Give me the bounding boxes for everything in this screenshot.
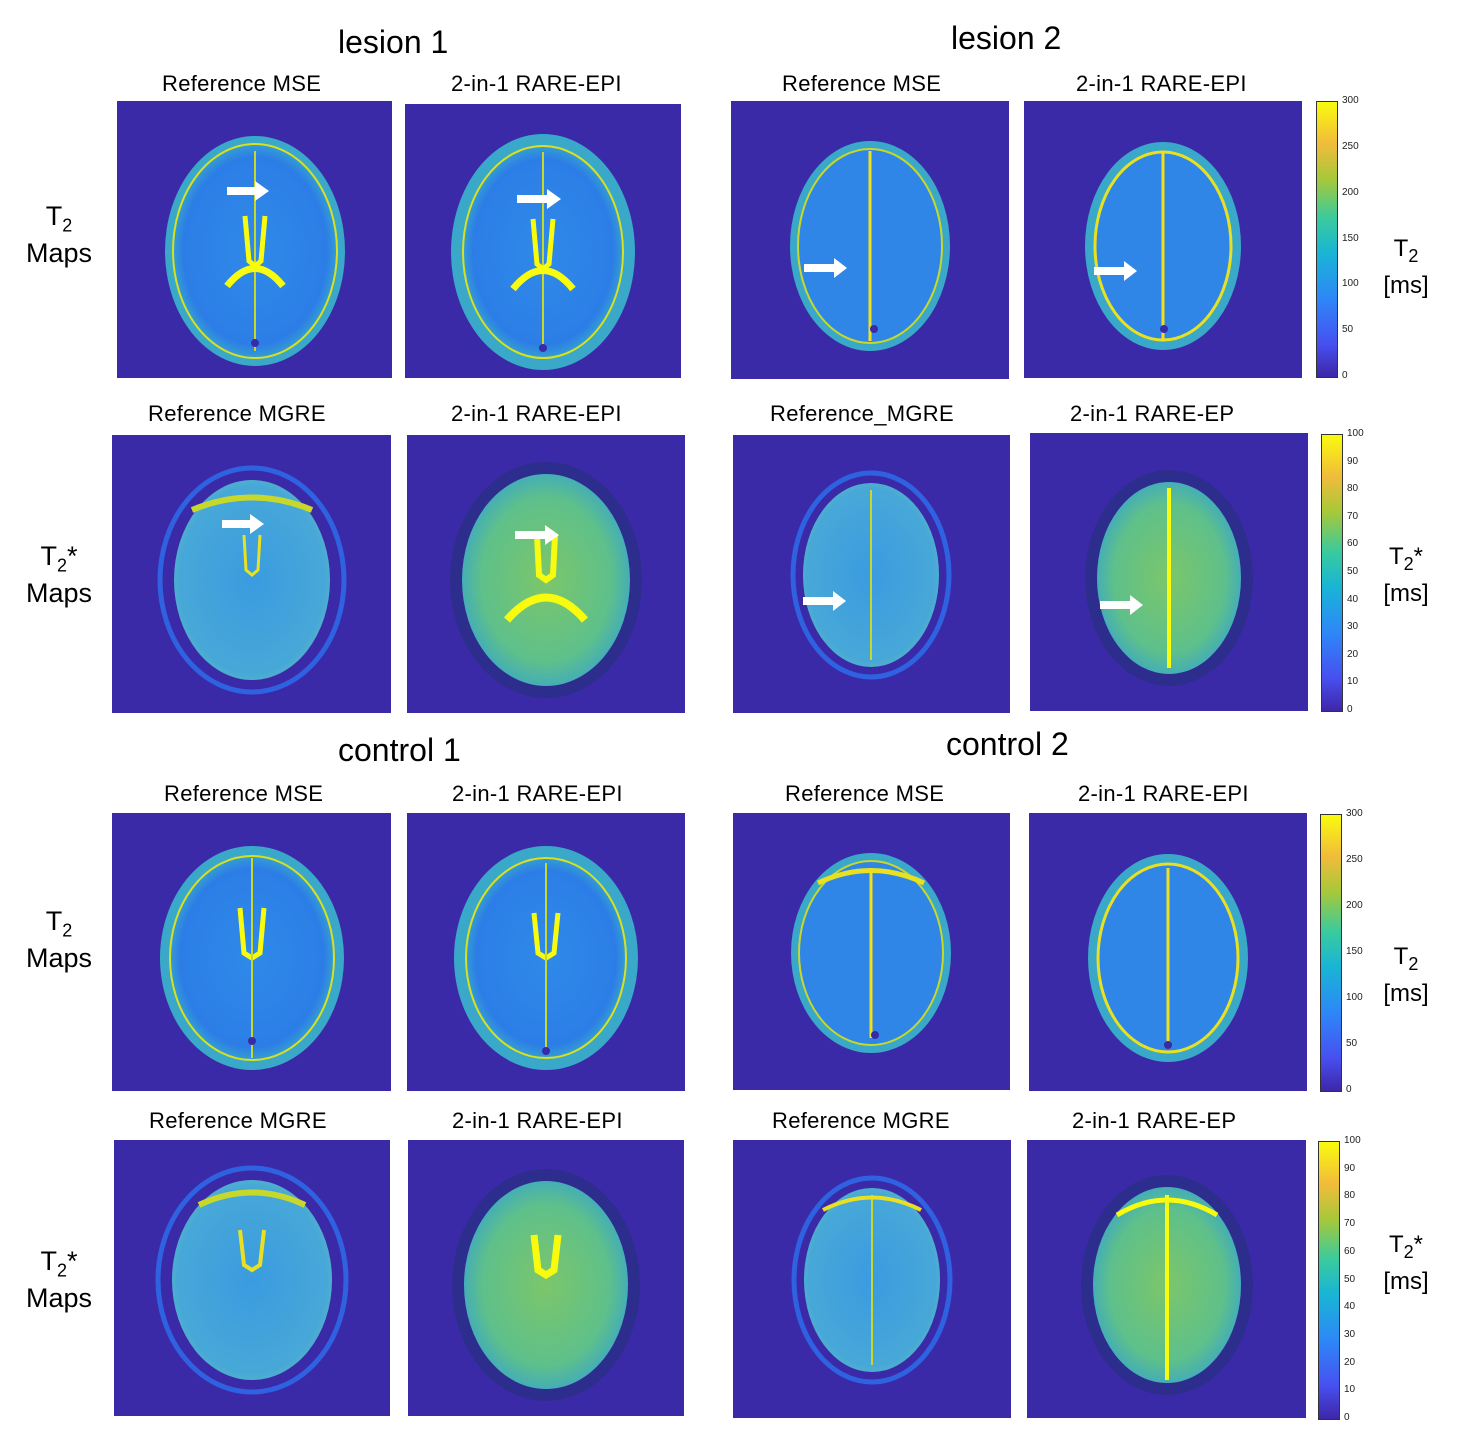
- mri-panel-l2-t2s-ref: [733, 435, 1010, 713]
- col-title-l1-t2-ref: Reference MSE: [162, 71, 322, 96]
- col-title-c1-t2s-rare: 2-in-1 RARE-EPI: [452, 1108, 623, 1133]
- colorbar-t2s-control-unit: T2* [ms]: [1383, 1231, 1429, 1295]
- mri-panel-c2-t2s-ref: [733, 1140, 1011, 1418]
- colorbar-t2-control-unit: T2 [ms]: [1383, 943, 1429, 1007]
- row-label-t2-lesion: T2 Maps: [25, 201, 93, 268]
- mri-panel-l2-t2s-rare: [1030, 433, 1308, 711]
- col-title-c1-t2s-ref: Reference MGRE: [149, 1108, 327, 1133]
- mri-panel-l2-t2-rare: [1024, 101, 1302, 378]
- colorbar-tick-label: 100: [1346, 992, 1363, 1003]
- colorbar-tick-label: 250: [1346, 854, 1363, 865]
- colorbar-tick-label: 40: [1347, 593, 1359, 605]
- colorbar-tick-label: 20: [1344, 1356, 1356, 1368]
- colorbar-tick-label: 150: [1346, 946, 1363, 957]
- mri-panel-l1-t2-rare: [405, 104, 681, 378]
- col-title-c2-t2s-ref: Reference MGRE: [772, 1108, 950, 1133]
- colorbar-tick-label: 20: [1347, 648, 1359, 660]
- colorbar-tick-label: 250: [1342, 140, 1359, 152]
- colorbar-t2-lesion-unit: T2 [ms]: [1383, 235, 1429, 299]
- mri-panel-c2-t2-rare: [1029, 813, 1307, 1091]
- mri-panel-l1-t2s-ref: [112, 435, 391, 713]
- colorbar-tick-label: 50: [1344, 1273, 1356, 1285]
- col-title-l2-t2-ref: Reference MSE: [782, 71, 942, 96]
- colorbar-tick-label: 0: [1344, 1412, 1350, 1423]
- mri-panel-l1-t2-ref: [117, 101, 392, 378]
- colorbar-tick-label: 0: [1347, 704, 1353, 715]
- colorbar-tick-label: 100: [1342, 278, 1359, 290]
- row-label-t2s-control: T2* Maps: [25, 1246, 93, 1313]
- mri-panel-l2-t2-ref: [731, 101, 1009, 379]
- colorbar-tick-label: 80: [1347, 483, 1359, 495]
- col-title-l2-t2s-ref: Reference_MGRE: [770, 401, 954, 426]
- mri-panel-c1-t2-rare: [407, 813, 685, 1091]
- colorbar-tick-label: 200: [1346, 900, 1363, 911]
- colorbar-tick-label: 90: [1344, 1162, 1356, 1174]
- col-title-l1-t2s-ref: Reference MGRE: [148, 401, 326, 426]
- colorbar-tick-label: 300: [1342, 95, 1359, 106]
- title-lesion-1: lesion 1: [338, 24, 449, 60]
- colorbar-tick-label: 50: [1346, 1038, 1358, 1049]
- colorbar-tick-label: 300: [1346, 808, 1363, 819]
- colorbar-t2s-lesion: [1321, 434, 1343, 712]
- row-label-t2-control: T2 Maps: [25, 906, 93, 973]
- colorbar-tick-label: 50: [1342, 324, 1354, 336]
- colorbar-t2-lesion: [1316, 101, 1338, 378]
- colorbar-t2-control: [1320, 814, 1342, 1092]
- colorbar-tick-label: 0: [1342, 370, 1348, 381]
- row-label-t2s-lesion: T2* Maps: [25, 541, 93, 608]
- colorbar-tick-label: 150: [1342, 232, 1359, 244]
- colorbar-t2s-lesion-unit: T2* [ms]: [1383, 543, 1429, 607]
- col-title-l1-t2-rare: 2-in-1 RARE-EPI: [451, 71, 622, 96]
- mri-panel-c1-t2-ref: [112, 813, 391, 1091]
- mri-panel-c1-t2s-rare: [408, 1140, 684, 1416]
- title-control-2: control 2: [946, 726, 1069, 762]
- colorbar-tick-label: 10: [1344, 1384, 1356, 1396]
- mri-panel-c2-t2-ref: [733, 813, 1010, 1090]
- colorbar-tick-label: 90: [1347, 455, 1359, 467]
- mri-panel-c2-t2s-rare: [1027, 1140, 1306, 1418]
- col-title-l2-t2-rare: 2-in-1 RARE-EPI: [1076, 71, 1247, 96]
- col-title-l1-t2s-rare: 2-in-1 RARE-EPI: [451, 401, 622, 426]
- col-title-c2-t2-ref: Reference MSE: [785, 781, 945, 806]
- title-lesion-2: lesion 2: [951, 20, 1062, 56]
- colorbar-tick-label: 0: [1346, 1084, 1352, 1095]
- colorbar-tick-label: 200: [1342, 186, 1359, 198]
- col-title-l2-t2s-rare: 2-in-1 RARE-EP: [1070, 401, 1235, 426]
- colorbar-tick-label: 70: [1344, 1218, 1356, 1230]
- colorbar-tick-label: 100: [1344, 1135, 1361, 1146]
- colorbar-t2s-control: [1318, 1141, 1340, 1420]
- colorbar-tick-label: 10: [1347, 676, 1359, 688]
- title-control-1: control 1: [338, 732, 461, 768]
- col-title-c1-t2-ref: Reference MSE: [164, 781, 324, 806]
- col-title-c2-t2s-rare: 2-in-1 RARE-EP: [1072, 1108, 1237, 1133]
- colorbar-tick-label: 100: [1347, 428, 1364, 439]
- mri-panel-l1-t2s-rare: [407, 435, 685, 713]
- colorbar-tick-label: 70: [1347, 510, 1359, 522]
- col-title-c2-t2-rare: 2-in-1 RARE-EPI: [1078, 781, 1249, 806]
- col-title-c1-t2-rare: 2-in-1 RARE-EPI: [452, 781, 623, 806]
- colorbar-tick-label: 80: [1344, 1190, 1356, 1202]
- colorbar-tick-label: 40: [1344, 1301, 1356, 1313]
- colorbar-tick-label: 60: [1347, 538, 1359, 550]
- colorbar-tick-label: 60: [1344, 1245, 1356, 1257]
- colorbar-tick-label: 30: [1344, 1328, 1356, 1340]
- mri-panel-c1-t2s-ref: [114, 1140, 390, 1416]
- colorbar-tick-label: 30: [1347, 621, 1359, 633]
- colorbar-tick-label: 50: [1347, 566, 1359, 577]
